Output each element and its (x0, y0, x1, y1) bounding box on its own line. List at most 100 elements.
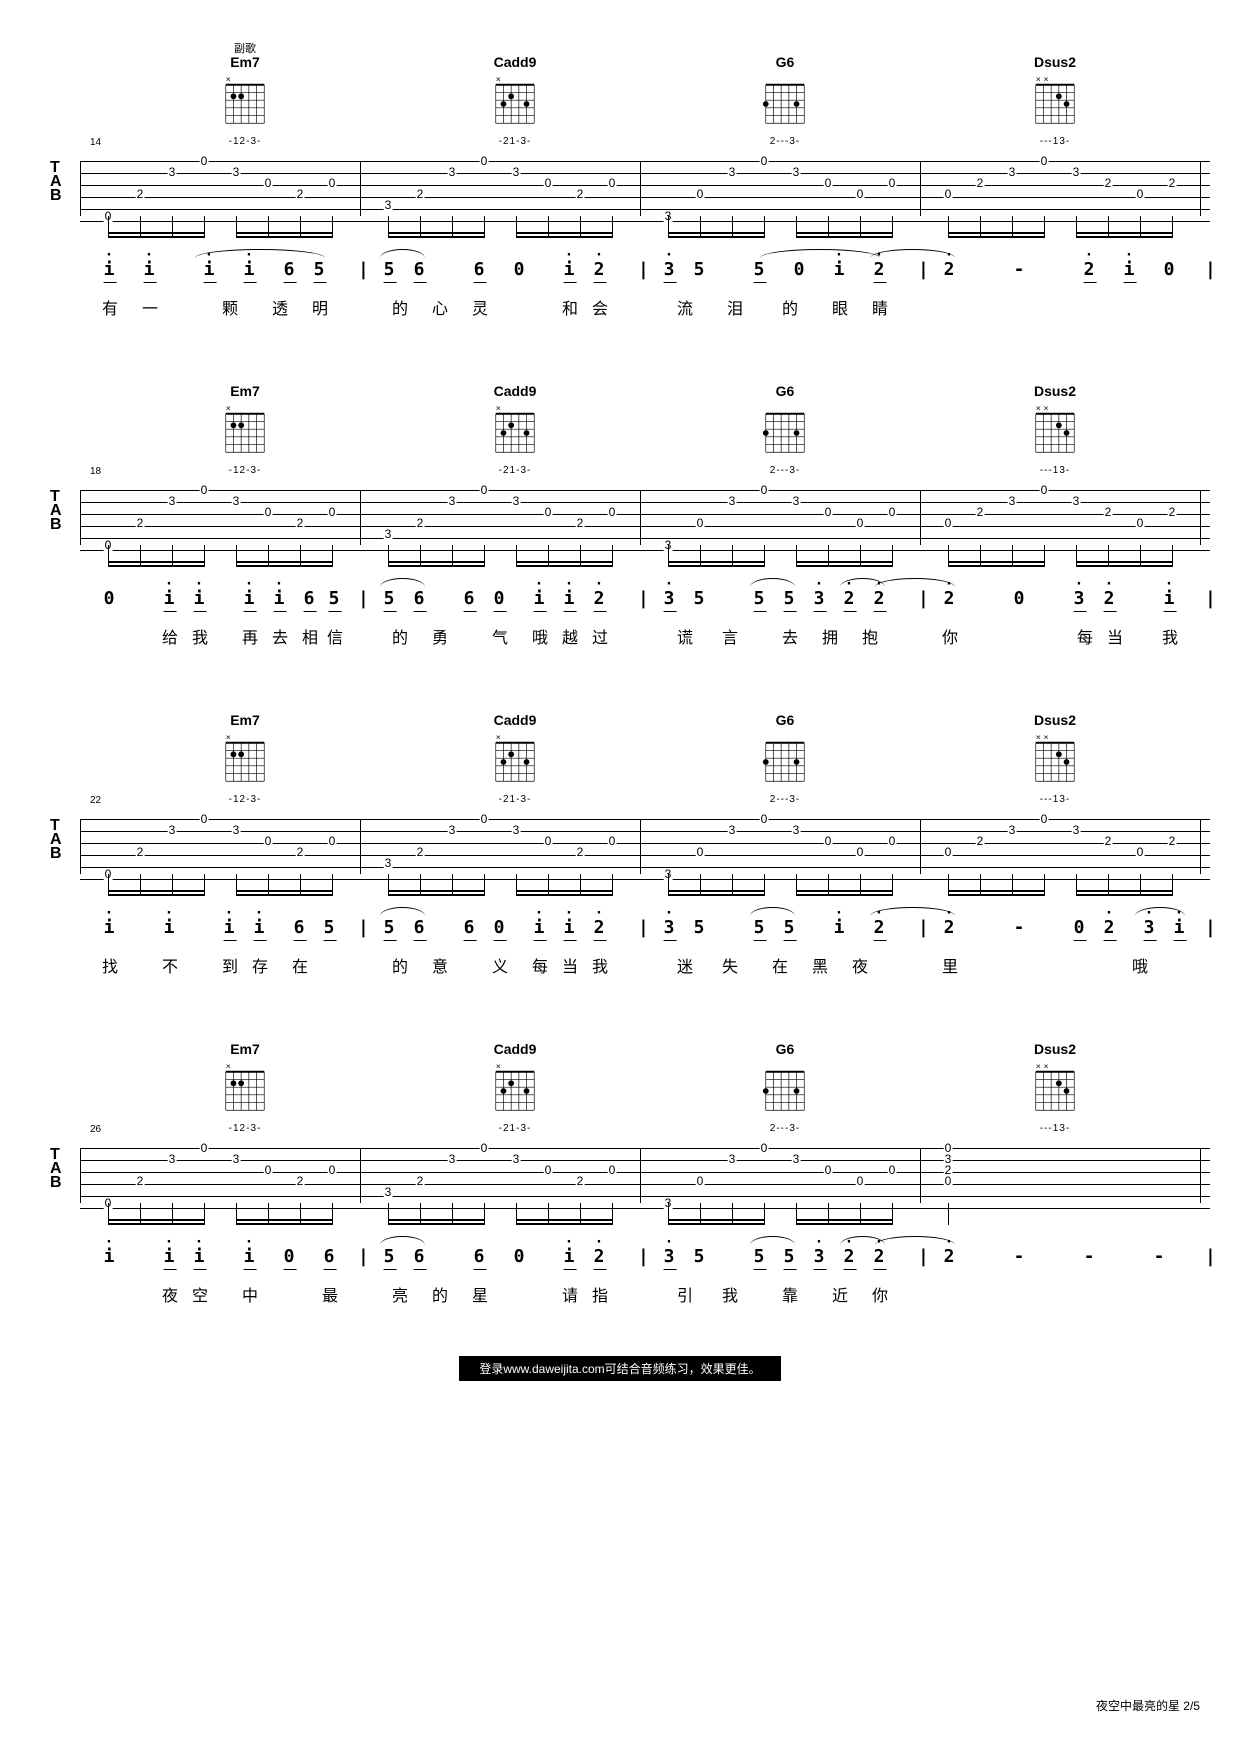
jianpu-barline: | (358, 1246, 371, 1267)
tab-fret: 3 (448, 167, 457, 178)
lyric-row: 找不到存在的意义每当我迷失在黑夜里哦 (80, 953, 1210, 977)
tab-fret: 0 (824, 507, 833, 518)
tab-fret: 0 (480, 1143, 489, 1154)
jianpu-note: i (144, 259, 157, 280)
lyric: 在 (292, 953, 308, 977)
tab-fret: 0 (888, 836, 897, 847)
tab-fret: 3 (728, 1154, 737, 1165)
chord-name: Cadd9 (494, 712, 537, 728)
tie (750, 907, 795, 916)
lyric: 睛 (872, 295, 888, 319)
tab-fret: 3 (232, 1154, 241, 1165)
tab-fret: 0 (856, 189, 865, 200)
jianpu-note: 2 (874, 588, 887, 609)
jianpu-note: 5 (754, 259, 767, 280)
svg-text:×: × (496, 74, 501, 84)
jianpu-note: 0 (284, 1246, 297, 1267)
tab-fret: 0 (696, 189, 705, 200)
lyric: 请 (562, 1282, 578, 1306)
lyric: 星 (472, 1282, 488, 1306)
tab-fret: 0 (544, 507, 553, 518)
tab-label: TAB (50, 161, 62, 203)
jianpu-note: 2 (594, 1246, 607, 1267)
lyric: 空 (192, 1282, 208, 1306)
jianpu-note: 3 (664, 917, 677, 938)
jianpu-note: 6 (414, 1246, 427, 1267)
chord-name: G6 (776, 54, 795, 70)
lyric: 言 (722, 624, 738, 648)
tab-fret: 3 (512, 825, 521, 836)
lyric: 会 (592, 295, 608, 319)
tab-fret: 0 (760, 1143, 769, 1154)
lyric: 的 (392, 953, 408, 977)
bar-number: 14 (90, 137, 101, 148)
jianpu-note: 0 (494, 917, 507, 938)
lyric: 灵 (472, 295, 488, 319)
chord-block: Cadd9 × -21-3- (380, 1027, 650, 1134)
lyric: 亮 (392, 1282, 408, 1306)
system: Em7 × -12-3- Cadd9 × -21-3- G6 2---3- Ds… (30, 1027, 1210, 1306)
jianpu-note: 2 (844, 588, 857, 609)
chord-fingering: -12-3- (229, 794, 262, 805)
jianpu-note: 3 (664, 259, 677, 280)
jianpu-note: - (1014, 917, 1027, 938)
chord-fingering: -12-3- (229, 465, 262, 476)
jianpu-barline: | (638, 917, 651, 938)
tab-fret: 2 (416, 518, 425, 529)
tie (380, 578, 425, 587)
tab-fret: 2 (1168, 178, 1177, 189)
jianpu-note: i (164, 1246, 177, 1267)
tab-fret: 0 (856, 518, 865, 529)
chord-fingering: -21-3- (499, 136, 532, 147)
jianpu-note: 5 (694, 588, 707, 609)
tab-fret: 0 (1136, 189, 1145, 200)
jianpu-barline: | (1205, 917, 1218, 938)
jianpu-barline: | (638, 1246, 651, 1267)
tab-fret: 0 (888, 507, 897, 518)
lyric: 的 (782, 295, 798, 319)
svg-text:×: × (496, 1061, 501, 1071)
tie (750, 578, 795, 587)
lyric: 你 (872, 1282, 888, 1306)
jianpu-note: 6 (324, 1246, 337, 1267)
jianpu-note: 2 (1104, 917, 1117, 938)
jianpu-note: 3 (814, 1246, 827, 1267)
tab-label: TAB (50, 1148, 62, 1190)
svg-text:×: × (226, 732, 231, 742)
tab-fret: 2 (296, 518, 305, 529)
tab-fret: 0 (944, 1143, 953, 1154)
jianpu-note: 5 (694, 917, 707, 938)
lyric: 义 (492, 953, 508, 977)
chord-fingering: -12-3- (229, 1123, 262, 1134)
tab-label: TAB (50, 819, 62, 861)
tab-fret: 3 (1072, 825, 1081, 836)
chord-block: Cadd9 × -21-3- (380, 40, 650, 147)
tie (875, 1236, 955, 1245)
svg-text:×: × (1043, 1061, 1048, 1071)
chord-name: Dsus2 (1034, 1041, 1076, 1057)
lyric: 每 (1077, 624, 1093, 648)
tab-fret: 3 (384, 200, 393, 211)
jianpu-note: 6 (474, 259, 487, 280)
chord-row: Em7 × -12-3- Cadd9 × -21-3- G6 2---3- Ds… (30, 698, 1210, 805)
jianpu-note: 2 (944, 1246, 957, 1267)
chord-fingering: -21-3- (499, 465, 532, 476)
tab-fret: 0 (608, 836, 617, 847)
svg-text:×: × (1036, 403, 1041, 413)
svg-text:×: × (226, 403, 231, 413)
jianpu-note: 0 (514, 259, 527, 280)
tab-fret: 2 (576, 189, 585, 200)
tab-fret: 3 (448, 825, 457, 836)
jianpu-row: 0iiii65|5660ii2|3555322|2032i| (80, 588, 1210, 618)
lyric: 近 (832, 1282, 848, 1306)
jianpu-barline: | (1205, 259, 1218, 280)
jianpu-note: i (164, 917, 177, 938)
jianpu-note: i (104, 917, 117, 938)
jianpu-barline: | (1205, 588, 1218, 609)
lyric: 的 (392, 624, 408, 648)
tab-fret: 3 (168, 1154, 177, 1165)
svg-text:×: × (1036, 1061, 1041, 1071)
jianpu-note: 2 (944, 588, 957, 609)
lyric: 再 (242, 624, 258, 648)
jianpu-note: i (194, 588, 207, 609)
